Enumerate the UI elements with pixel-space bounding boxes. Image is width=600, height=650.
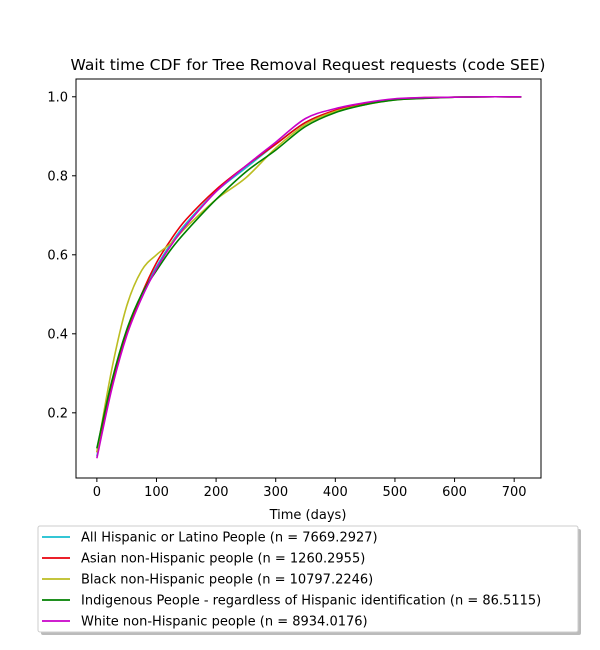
series-line-3 bbox=[96, 95, 522, 453]
x-tick-label: 700 bbox=[502, 485, 527, 500]
legend-label: Indigenous People - regardless of Hispan… bbox=[81, 594, 541, 609]
x-tick-label: 600 bbox=[442, 485, 467, 500]
x-tick-label: 400 bbox=[323, 485, 348, 500]
x-axis: 0 100 200 300 400 500 600 700 bbox=[93, 478, 527, 500]
legend-label: Asian non-Hispanic people (n = 1260.2955… bbox=[81, 552, 365, 567]
x-axis-title: Time (days) bbox=[269, 508, 347, 523]
y-axis: 0.2 0.4 0.6 0.8 1.0 bbox=[47, 90, 76, 421]
plot-area bbox=[96, 95, 522, 459]
x-tick-label: 100 bbox=[144, 485, 169, 500]
x-tick-label: 300 bbox=[263, 485, 288, 500]
y-tick-label: 1.0 bbox=[47, 90, 68, 105]
legend-label: All Hispanic or Latino People (n = 7669.… bbox=[81, 531, 378, 546]
legend-label: Black non-Hispanic people (n = 10797.224… bbox=[81, 573, 373, 588]
legend: All Hispanic or Latino People (n = 7669.… bbox=[37, 525, 581, 635]
legend-label: White non-Hispanic people (n = 8934.0176… bbox=[81, 615, 368, 630]
x-tick-label: 500 bbox=[383, 485, 408, 500]
chart-title: Wait time CDF for Tree Removal Request r… bbox=[71, 56, 546, 74]
y-tick-label: 0.4 bbox=[47, 327, 68, 342]
series-line-1 bbox=[96, 95, 522, 457]
x-tick-label: 200 bbox=[204, 485, 229, 500]
plot-frame bbox=[75, 78, 542, 479]
series-line-2 bbox=[96, 95, 522, 453]
legend-box bbox=[37, 525, 579, 633]
y-tick-label: 0.8 bbox=[47, 169, 68, 184]
y-tick-label: 0.2 bbox=[47, 406, 68, 421]
series-line-5 bbox=[96, 95, 522, 459]
y-tick-label: 0.6 bbox=[47, 248, 68, 263]
x-tick-label: 0 bbox=[93, 485, 101, 500]
series-line-4 bbox=[96, 95, 522, 449]
